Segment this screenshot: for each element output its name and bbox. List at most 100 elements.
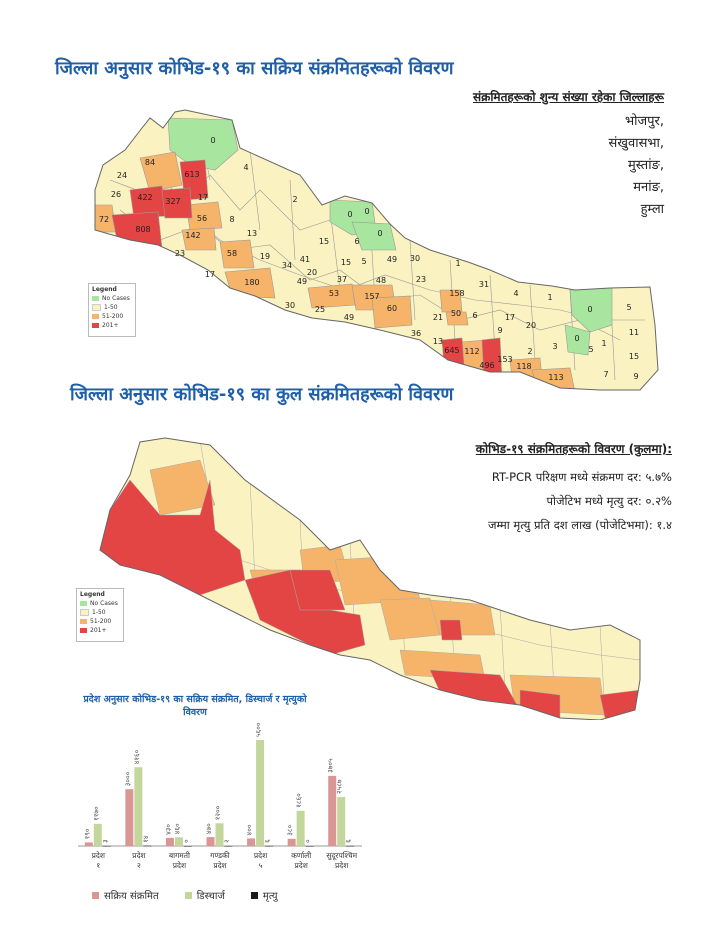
bar-value-label: ० bbox=[304, 839, 312, 843]
district-value-label: 0 bbox=[347, 210, 352, 219]
zero-district: मुस्तांङ, bbox=[627, 158, 664, 173]
district-value-label: 112 bbox=[464, 347, 479, 356]
district-value-label: 3 bbox=[552, 342, 557, 351]
district-value-label: 60 bbox=[387, 304, 397, 313]
legend-label: 1-50 bbox=[92, 609, 106, 616]
district-value-label: 11 bbox=[629, 328, 639, 337]
zero-cases-box: संक्रमितहरूको शुन्य संख्या रहेका जिल्लाह… bbox=[432, 88, 664, 221]
district-value-label: 1 bbox=[455, 259, 460, 268]
bar-value-label: ४०० bbox=[246, 824, 254, 835]
bar-2 bbox=[346, 845, 355, 847]
district-value-label: 56 bbox=[197, 214, 207, 223]
district-value-label: 0 bbox=[210, 136, 215, 145]
district-value-label: 17 bbox=[205, 270, 215, 279]
death-rate: पोजेटिभ मध्ये मृत्यु दर: ०.२% bbox=[546, 494, 672, 508]
bar-2 bbox=[305, 846, 314, 847]
legend-label: डिस्चार्ज bbox=[196, 891, 225, 902]
district-value-label: 8 bbox=[229, 215, 234, 224]
district-value-label: 0 bbox=[377, 229, 382, 238]
district-value-label: 7 bbox=[603, 370, 608, 379]
x-tick-label: प्रदेश २ bbox=[132, 851, 146, 870]
district-value-label: 613 bbox=[184, 170, 199, 179]
legend-swatch bbox=[80, 628, 87, 633]
district-value-label: 37 bbox=[337, 275, 347, 284]
district-value-label: 5 bbox=[361, 257, 366, 266]
district-value-label: 50 bbox=[451, 309, 461, 318]
bar-1 bbox=[174, 837, 183, 846]
chart-title: प्रदेश अनुसार कोभिड-१९ का सक्रिय संक्रमि… bbox=[83, 694, 307, 718]
bar-value-label: ३००० bbox=[124, 771, 132, 786]
x-tick-label: प्रदेश ५ bbox=[254, 851, 268, 870]
district-value-label: 158 bbox=[449, 289, 464, 298]
legend-swatch bbox=[80, 601, 87, 606]
district-value-label: 26 bbox=[111, 190, 121, 199]
district-value-label: 49 bbox=[344, 313, 354, 322]
district-value-label: 20 bbox=[307, 268, 317, 277]
bar-2 bbox=[143, 845, 152, 847]
district-value-label: 180 bbox=[244, 278, 259, 287]
legend-label: No Cases bbox=[90, 600, 118, 607]
bar-value-label: ४१६० bbox=[133, 749, 141, 764]
district-value-label: 36 bbox=[411, 329, 421, 338]
bar-value-label: ३ bbox=[101, 839, 109, 843]
bar-value-label: ६ bbox=[345, 839, 353, 843]
bar-1 bbox=[337, 797, 346, 846]
legend-swatch bbox=[92, 304, 101, 311]
bar-2 bbox=[102, 845, 111, 847]
bar-0 bbox=[287, 838, 296, 846]
bar-value-label: ४६० bbox=[173, 823, 181, 834]
bar-value-label: ३७०५ bbox=[327, 758, 335, 773]
legend-label: सक्रिय संक्रमित bbox=[104, 891, 159, 902]
district-value-label: 9 bbox=[497, 326, 502, 335]
district-value-label: 496 bbox=[479, 361, 494, 370]
x-tick-label: कर्णाली प्रदेश bbox=[291, 851, 312, 870]
bar-0 bbox=[125, 789, 134, 846]
bar-0 bbox=[84, 842, 93, 846]
map2-title: जिल्ला अनुसार कोभिड-१९ का कुल संक्रमितहर… bbox=[70, 384, 454, 405]
bar-value-label: ६ bbox=[264, 839, 272, 843]
bar-value-label: १९० bbox=[83, 828, 91, 839]
bar-1 bbox=[215, 823, 224, 846]
bar-2 bbox=[183, 846, 192, 847]
district-value-label: 1 bbox=[601, 339, 606, 348]
bar-value-label: १२०० bbox=[214, 805, 222, 820]
bar-value-label: ४७० bbox=[205, 823, 213, 834]
district-value-label: 5 bbox=[588, 345, 593, 354]
legend-label: 51-200 bbox=[90, 618, 112, 625]
district-value-label: 41 bbox=[300, 255, 310, 264]
legend-label: 1-50 bbox=[104, 304, 118, 311]
district-value-label: 13 bbox=[433, 337, 443, 346]
district-value-label: 0 bbox=[574, 334, 579, 343]
district-value-label: 49 bbox=[387, 255, 397, 264]
district-value-label: 15 bbox=[629, 352, 639, 361]
district-value-label: 113 bbox=[548, 373, 563, 382]
district-value-label: 9 bbox=[633, 372, 638, 381]
bar-1 bbox=[256, 740, 265, 846]
district-value-label: 645 bbox=[444, 346, 459, 355]
district-value-label: 48 bbox=[376, 276, 386, 285]
legend-label: No Cases bbox=[102, 295, 130, 302]
x-tick-label: गण्डकी प्रदेश bbox=[210, 851, 231, 870]
district-value-label: 327 bbox=[165, 197, 180, 206]
district-value-label: 30 bbox=[285, 301, 295, 310]
district-value-label: 23 bbox=[416, 275, 426, 284]
district-value-label: 153 bbox=[497, 355, 512, 364]
totals-stats-box: कोभिड-१९ संक्रमितहरूको विवरण (कुलमा): RT… bbox=[420, 440, 672, 537]
bar-2 bbox=[265, 845, 274, 847]
district-value-label: 6 bbox=[472, 311, 477, 320]
district-value-label: 142 bbox=[185, 231, 200, 240]
legend-swatch bbox=[184, 891, 192, 899]
bar-value-label: ५६०० bbox=[255, 722, 263, 737]
bar-1 bbox=[296, 810, 305, 846]
district-value-label: 1 bbox=[547, 293, 552, 302]
zero-district: संखुवासभा, bbox=[608, 136, 664, 151]
bar-0 bbox=[206, 837, 215, 846]
district-value-label: 6 bbox=[354, 237, 359, 246]
map2-legend: Legend No Cases 1-50 51-200 201+ bbox=[76, 588, 124, 642]
district-value-label: 157 bbox=[364, 292, 379, 301]
district-value-label: 0 bbox=[587, 305, 592, 314]
district-value-label: 15 bbox=[341, 258, 351, 267]
district-value-label: 15 bbox=[319, 237, 329, 246]
